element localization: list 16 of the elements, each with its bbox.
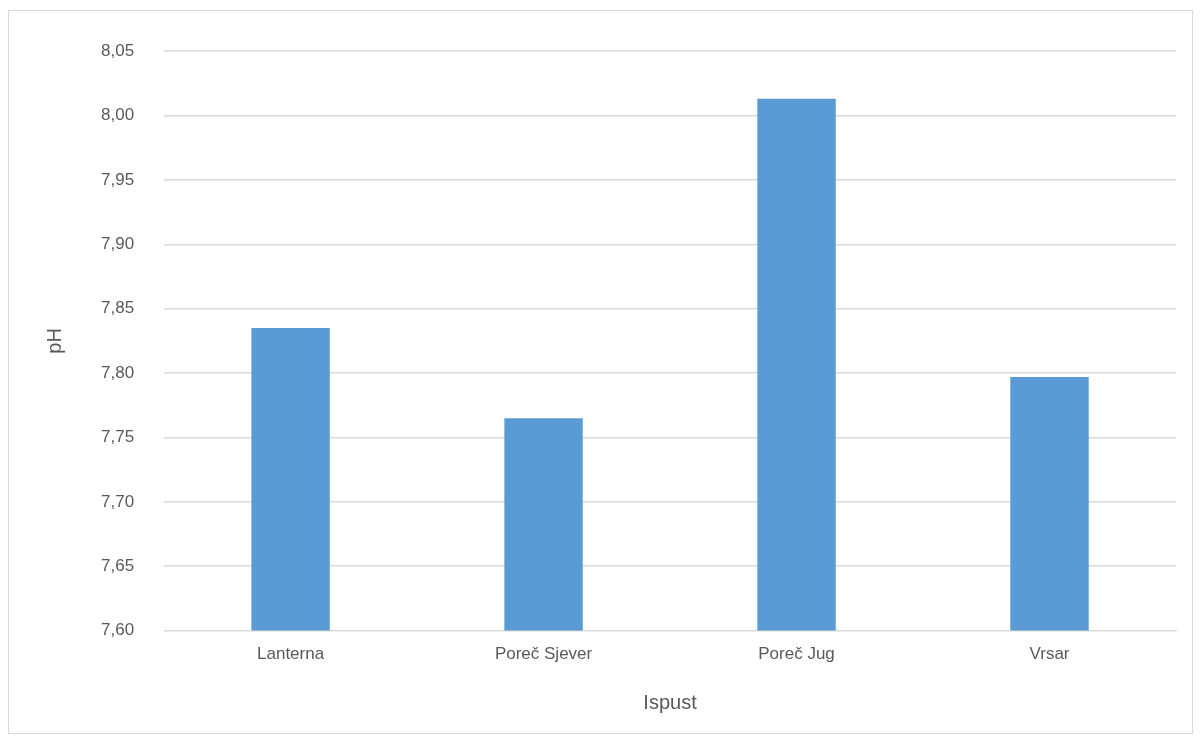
x-tick-label: Poreč Jug [758,644,835,664]
y-tick-label: 7,70 [100,491,135,511]
y-tick-label: 7,95 [100,169,135,189]
x-tick-label: Lanterna [257,644,325,664]
y-axis-title: pH [42,328,65,354]
y-tick-label: 7,65 [100,555,135,575]
x-axis-title: Ispust [643,690,698,713]
y-tick-label: 7,80 [100,362,135,382]
y-tick-label: 7,85 [100,298,135,318]
y-tick-label: 7,60 [100,620,135,640]
x-tick-label: Vrsar [1029,644,1070,664]
x-tick-label: Poreč Sjever [494,644,593,664]
y-tick-label: 8,00 [100,105,135,125]
y-tick-label: 7,90 [100,234,135,254]
y-tick-label: 7,75 [100,427,135,447]
y-tick-label: 8,05 [100,40,135,60]
